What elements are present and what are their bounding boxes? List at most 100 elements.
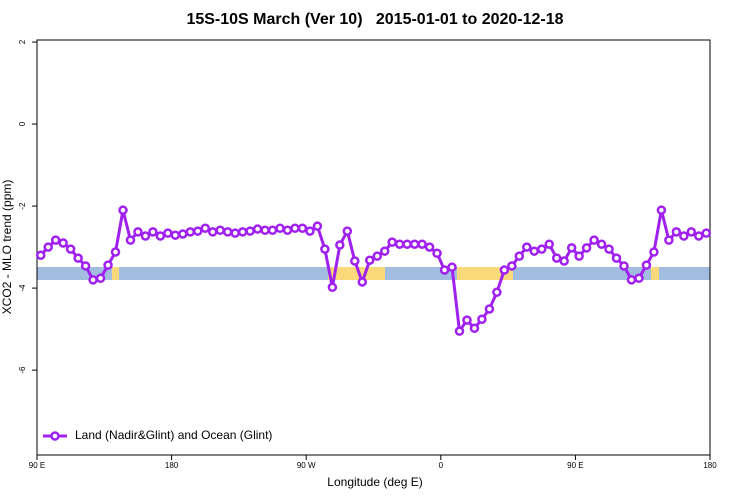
data-point — [200, 223, 210, 233]
data-point — [267, 225, 278, 236]
data-point — [551, 253, 562, 263]
data-point — [417, 239, 427, 249]
x-tick-label: 0 — [439, 461, 444, 470]
y-axis-label: XCO2 - MLO trend (ppm) — [0, 180, 14, 315]
data-point — [537, 244, 547, 254]
data-point — [252, 224, 263, 234]
data-point — [103, 260, 113, 270]
data-point — [529, 246, 540, 256]
data-point — [499, 265, 510, 275]
data-point — [80, 261, 91, 271]
data-point — [387, 237, 397, 247]
data-point — [454, 326, 465, 336]
data-point — [641, 260, 652, 270]
data-point — [170, 230, 181, 240]
legend-marker — [50, 431, 60, 441]
data-point — [163, 228, 173, 238]
data-point — [701, 228, 712, 238]
data-point — [222, 227, 233, 237]
data-point — [342, 226, 353, 236]
x-tick-label: 180 — [703, 461, 717, 470]
data-point — [43, 242, 53, 252]
y-tick-label: 2 — [18, 39, 27, 44]
data-point — [566, 243, 577, 253]
data-point — [275, 223, 285, 233]
data-point — [207, 227, 218, 237]
chart-title: 15S-10S March (Ver 10) 2015-01-01 to 202… — [186, 11, 563, 28]
data-point — [178, 229, 188, 239]
data-point — [65, 244, 76, 254]
data-point — [507, 261, 517, 271]
data-point — [596, 239, 607, 249]
data-point — [611, 253, 622, 263]
data-point — [484, 304, 495, 314]
y-tick-label: 0 — [18, 121, 27, 126]
data-point — [477, 314, 487, 325]
x-axis-label: Longitude (deg E) — [327, 475, 422, 489]
data-point — [327, 282, 338, 293]
data-point — [245, 226, 255, 236]
data-point — [230, 228, 240, 238]
data-point — [559, 256, 569, 266]
data-point — [50, 235, 61, 245]
data-point — [656, 205, 667, 215]
data-point — [619, 261, 629, 271]
data-point — [626, 275, 637, 285]
data-point — [193, 226, 203, 236]
data-point — [215, 225, 225, 236]
data-point — [372, 251, 382, 261]
data-point — [492, 287, 502, 297]
data-point — [514, 251, 525, 261]
surface-strip — [37, 267, 710, 280]
y-tick-label: -6 — [18, 366, 27, 374]
data-point — [686, 227, 697, 237]
data-point — [694, 231, 704, 241]
data-point — [379, 246, 390, 256]
data-point — [447, 262, 457, 272]
data-point — [110, 247, 121, 257]
data-point — [544, 239, 554, 249]
data-point — [305, 226, 315, 236]
data-point — [649, 247, 659, 257]
x-tick-label: 90 W — [297, 461, 316, 470]
data-point — [312, 221, 323, 231]
data-point — [424, 242, 435, 252]
data-point — [133, 227, 143, 237]
data-point — [671, 227, 682, 237]
data-point — [148, 227, 158, 237]
data-point — [282, 225, 293, 236]
data-point — [140, 231, 151, 241]
data-point — [35, 250, 46, 261]
data-point — [365, 255, 375, 265]
data-point — [260, 225, 270, 236]
data-point — [679, 231, 689, 241]
data-point — [155, 231, 166, 241]
data-point — [409, 239, 420, 249]
data-point — [297, 223, 308, 233]
data-point — [335, 240, 345, 250]
data-point — [290, 223, 300, 233]
data-point — [604, 244, 614, 254]
data-point — [589, 235, 599, 245]
data-point — [357, 277, 368, 287]
data-point — [350, 256, 360, 266]
data-point — [118, 205, 128, 215]
x-tick-label: 180 — [165, 461, 179, 470]
data-point — [185, 227, 196, 237]
data-point — [320, 244, 330, 254]
y-tick-label: -2 — [18, 202, 27, 210]
data-point — [574, 251, 584, 261]
data-point — [95, 273, 106, 284]
data-point — [237, 227, 248, 237]
data-point — [125, 235, 136, 245]
data-point — [634, 273, 644, 284]
data-point — [439, 265, 450, 275]
x-tick-label: 90 E — [29, 461, 45, 470]
data-point — [88, 275, 98, 285]
data-point — [402, 239, 412, 249]
data-point — [581, 243, 592, 253]
data-point — [664, 235, 674, 245]
data-point — [462, 315, 472, 325]
x-tick-label: 90 E — [567, 461, 583, 470]
data-point — [522, 242, 532, 252]
